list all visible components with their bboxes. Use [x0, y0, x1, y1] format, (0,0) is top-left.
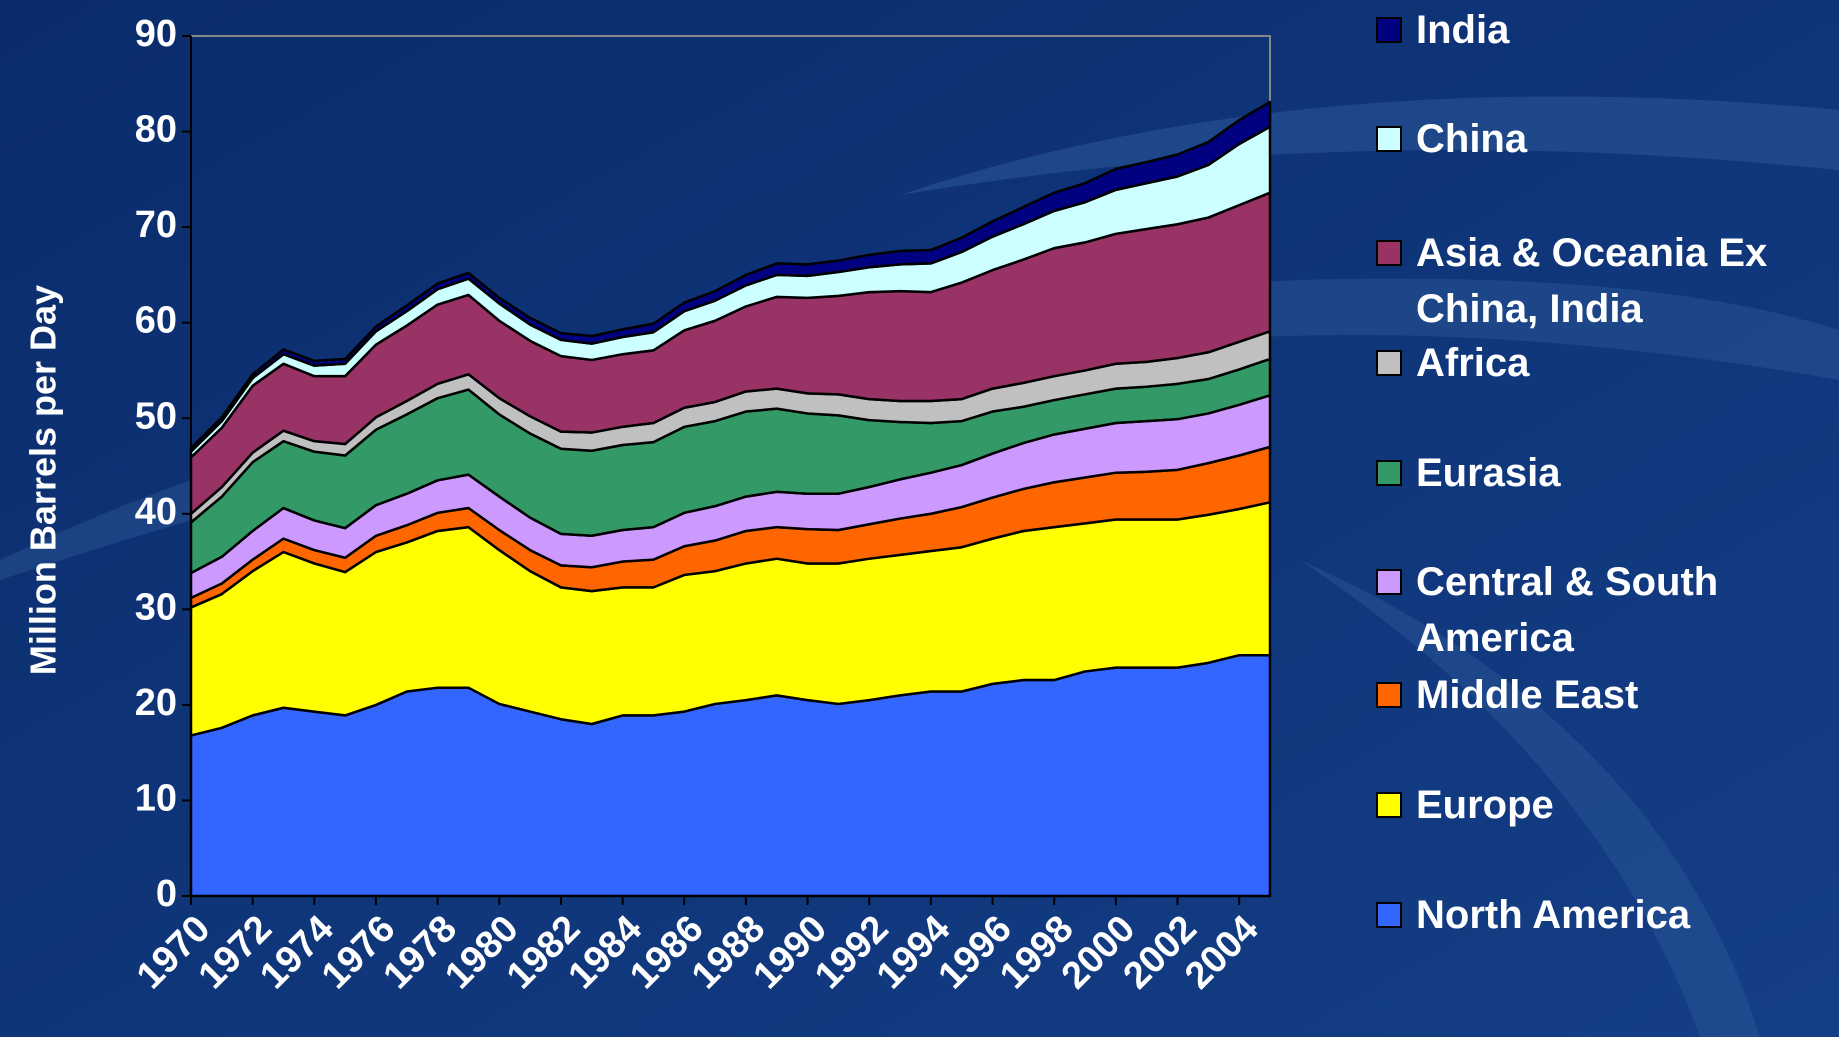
legend-entry: Europe — [1376, 777, 1836, 833]
legend-label: Central & South America — [1416, 560, 1719, 660]
legend-swatch — [1376, 350, 1402, 376]
legend-label: North America — [1416, 893, 1691, 937]
y-tick-label: 80 — [135, 109, 177, 151]
legend-swatch — [1376, 460, 1402, 486]
swoosh — [1300, 560, 1760, 1037]
legend-label: China — [1416, 117, 1528, 161]
legend-swatch — [1376, 126, 1402, 152]
swoosh — [900, 96, 1839, 195]
y-tick-label: 40 — [135, 491, 177, 533]
legend-swatch — [1376, 240, 1402, 266]
legend-label: Europe — [1416, 783, 1554, 827]
legend-entry: India — [1376, 2, 1836, 58]
legend-label: Eurasia — [1416, 451, 1561, 495]
y-tick-label: 20 — [135, 682, 177, 724]
y-axis-label: Million Barrels per Day — [23, 285, 64, 675]
legend-entry: Eurasia — [1376, 445, 1836, 501]
y-tick-label: 60 — [135, 300, 177, 342]
legend-entry: Central & South America — [1376, 554, 1836, 666]
y-tick-label: 70 — [135, 204, 177, 246]
y-tick-label: 50 — [135, 395, 177, 437]
legend-swatch — [1376, 792, 1402, 818]
legend-entry: Middle East — [1376, 667, 1836, 723]
y-tick-label: 0 — [156, 873, 177, 915]
legend-label: India — [1416, 8, 1510, 52]
legend-entry: North America — [1376, 887, 1836, 943]
legend-entry: China — [1376, 111, 1836, 167]
legend-label: Middle East — [1416, 673, 1639, 717]
legend-swatch — [1376, 902, 1402, 928]
legend-label: Asia & Oceania Ex China, India — [1416, 231, 1768, 331]
legend-swatch — [1376, 17, 1402, 43]
legend-label: Africa — [1416, 341, 1530, 385]
y-tick-label: 90 — [135, 13, 177, 55]
y-tick-label: 10 — [135, 777, 177, 819]
legend-entry: Africa — [1376, 335, 1836, 391]
y-tick-label: 30 — [135, 586, 177, 628]
legend-swatch — [1376, 682, 1402, 708]
legend-entry: Asia & Oceania Ex China, India — [1376, 225, 1836, 337]
area — [189, 100, 1272, 453]
legend-swatch — [1376, 569, 1402, 595]
